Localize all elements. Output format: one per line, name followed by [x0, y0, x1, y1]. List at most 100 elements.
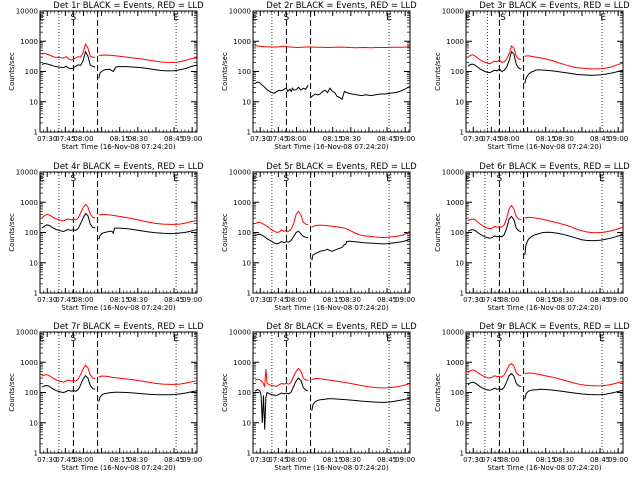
series-line-lld	[254, 367, 309, 389]
series-line-events	[311, 238, 410, 261]
series-line-lld	[467, 204, 522, 230]
series-line-events	[98, 390, 197, 402]
x-tick-label: 07:30	[463, 456, 483, 464]
y-tick-label: 10000	[229, 329, 251, 337]
y-tick-label: 100	[238, 229, 251, 237]
chart-panel-4: Det 4r BLACK = Events, RED = LLD 1 10 100 10…	[8, 162, 204, 312]
chart-title: Det 1r BLACK = Events, RED = LLD	[53, 1, 204, 11]
x-tick-label: 08:15	[110, 456, 130, 464]
series-line-lld	[41, 42, 96, 61]
chart-title: Det 8r BLACK = Events, RED = LLD	[266, 322, 417, 332]
x-tick-label: 07:30	[37, 296, 57, 304]
series-line-events	[311, 397, 410, 411]
x-tick-label: 08:15	[323, 296, 343, 304]
interval-marker-e: E	[599, 174, 605, 184]
x-tick-label: 07:30	[250, 456, 270, 464]
y-tick-label: 10000	[229, 8, 251, 16]
series-line-lld	[524, 216, 623, 234]
x-tick-label: 08:15	[110, 135, 130, 143]
x-tick-label: 07:30	[37, 135, 57, 143]
plot-frame	[252, 10, 411, 133]
y-tick-label: 1000	[446, 359, 464, 367]
interval-marker-s: S	[500, 13, 506, 23]
y-tick-label: 1000	[446, 38, 464, 46]
x-axis-label: Start Time (16-Nov-08 07:24:20)	[487, 464, 601, 472]
x-tick-label: 08:00	[73, 135, 93, 143]
x-tick-label: 08:30	[341, 296, 361, 304]
interval-marker-e: E	[465, 13, 471, 23]
x-tick-label: 09:00	[182, 456, 202, 464]
x-tick-label: 08:15	[536, 135, 556, 143]
interval-marker-e: E	[39, 334, 45, 344]
interval-marker-e: E	[252, 13, 258, 23]
x-tick-label: 08:15	[110, 296, 130, 304]
y-tick-label: 1000	[233, 359, 251, 367]
series-line-events	[467, 50, 522, 74]
y-tick-label: 10	[455, 419, 464, 427]
y-tick-label: 100	[25, 68, 38, 76]
chart-title: Det 2r BLACK = Events, RED = LLD	[266, 1, 417, 11]
interval-marker-e: E	[600, 13, 606, 23]
series-line-events	[98, 64, 197, 79]
y-tick-label: 10000	[442, 8, 464, 16]
chart-panel-3: Det 3r BLACK = Events, RED = LLD 1 10 100 10…	[434, 1, 630, 151]
series-line-lld	[254, 210, 309, 234]
y-axis-label: Counts/sec	[221, 52, 229, 91]
y-tick-label: 10000	[16, 329, 38, 337]
x-axis-label: Start Time (16-Nov-08 07:24:20)	[61, 304, 175, 312]
y-tick-label: 1	[247, 450, 251, 458]
y-tick-label: 1	[247, 129, 251, 137]
x-tick-label: 07:45	[55, 135, 75, 143]
x-tick-label: 08:15	[536, 296, 556, 304]
chart-panel-1: Det 1r BLACK = Events, RED = LLD 1 10 100 10…	[8, 1, 204, 151]
series-line-events	[467, 372, 522, 391]
interval-marker-s: S	[71, 174, 77, 184]
y-tick-label: 1	[247, 290, 251, 298]
interval-marker-s: S	[71, 334, 77, 344]
chart-panel-6: Det 6r BLACK = Events, RED = LLD 1 10 100 10…	[434, 162, 630, 312]
series-line-lld	[98, 213, 197, 225]
series-line-events	[254, 230, 309, 245]
y-axis-label: Counts/sec	[434, 213, 442, 252]
chart-panel-9: Det 9r BLACK = Events, RED = LLD 1 10 100 10…	[434, 322, 630, 472]
x-tick-label: 07:45	[268, 456, 288, 464]
y-tick-label: 1000	[20, 359, 38, 367]
y-tick-label: 10	[455, 98, 464, 106]
chart-title: Det 4r BLACK = Events, RED = LLD	[53, 162, 204, 172]
interval-marker-e: E	[465, 174, 471, 184]
chart-panel-5: Det 5r BLACK = Events, RED = LLD 1 10 100 10…	[221, 162, 417, 312]
y-tick-label: 10000	[442, 169, 464, 177]
series-line-lld	[98, 54, 197, 63]
x-tick-label: 08:30	[554, 456, 574, 464]
interval-marker-e: E	[173, 174, 179, 184]
x-tick-label: 09:00	[608, 456, 628, 464]
x-tick-label: 07:30	[37, 456, 57, 464]
x-tick-label: 08:45	[164, 456, 184, 464]
x-tick-label: 07:30	[463, 135, 483, 143]
x-tick-label: 07:45	[481, 296, 501, 304]
x-tick-label: 07:45	[268, 135, 288, 143]
interval-marker-e: E	[173, 334, 179, 344]
interval-marker-e: E	[386, 13, 392, 23]
x-tick-label: 08:30	[554, 135, 574, 143]
y-tick-label: 100	[451, 68, 464, 76]
x-tick-label: 08:30	[128, 296, 148, 304]
x-axis-label: Start Time (16-Nov-08 07:24:20)	[61, 464, 175, 472]
y-tick-label: 100	[238, 389, 251, 397]
x-tick-label: 08:00	[499, 456, 519, 464]
x-tick-label: 08:45	[590, 135, 610, 143]
series-line-lld	[524, 372, 623, 387]
series-line-events	[41, 212, 96, 233]
y-tick-label: 1000	[446, 199, 464, 207]
plot-frame	[465, 331, 624, 454]
y-tick-label: 1	[34, 290, 38, 298]
y-tick-label: 1	[460, 450, 464, 458]
y-tick-label: 10	[242, 259, 251, 267]
series-line-events	[254, 377, 309, 430]
y-tick-label: 10000	[16, 169, 38, 177]
x-tick-label: 09:00	[608, 135, 628, 143]
y-axis-label: Counts/sec	[221, 213, 229, 252]
interval-marker-e: E	[386, 334, 392, 344]
x-tick-label: 08:15	[536, 456, 556, 464]
